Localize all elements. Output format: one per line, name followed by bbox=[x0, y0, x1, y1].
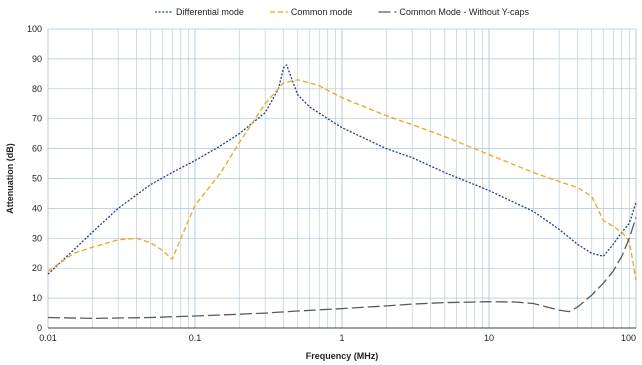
y-tick-label: 0 bbox=[37, 323, 42, 333]
legend-item-2: Common mode bbox=[269, 7, 353, 17]
y-tick-label: 50 bbox=[32, 174, 42, 184]
legend-item-3: Common Mode - Without Y-caps bbox=[378, 7, 529, 17]
y-tick-label: 10 bbox=[32, 293, 42, 303]
series-line-3 bbox=[47, 217, 637, 320]
y-axis-label: Attenuation (dB) bbox=[5, 143, 15, 213]
x-axis-label: Frequency (MHz) bbox=[306, 351, 379, 361]
y-tick-label: 30 bbox=[32, 233, 42, 243]
legend-label: Common mode bbox=[291, 7, 353, 17]
series-line-1 bbox=[47, 64, 637, 275]
x-tick-label: 100 bbox=[621, 333, 636, 343]
y-tick-label: 80 bbox=[32, 84, 42, 94]
legend-label: Differential mode bbox=[176, 7, 244, 17]
legend-label: Common Mode - Without Y-caps bbox=[399, 7, 529, 17]
tick-labels: 0 10 20 30 40 50 60 70 80 90 100 0.01 0.1 1 10 100 bbox=[27, 24, 636, 343]
legend-item-1: Differential mode bbox=[155, 7, 244, 17]
x-tick-label: 1 bbox=[339, 333, 344, 343]
y-tick-label: 90 bbox=[32, 54, 42, 64]
y-tick-label: 100 bbox=[27, 24, 42, 34]
legend: Differential mode Common mode Common Mode … bbox=[155, 7, 529, 17]
x-tick-label: 10 bbox=[484, 333, 494, 343]
grid bbox=[47, 28, 637, 329]
y-tick-label: 60 bbox=[32, 144, 42, 154]
x-tick-label: 0.01 bbox=[39, 333, 57, 343]
y-tick-label: 20 bbox=[32, 263, 42, 273]
series-layer bbox=[47, 64, 637, 320]
y-tick-label: 70 bbox=[32, 114, 42, 124]
x-tick-label: 0.1 bbox=[189, 333, 202, 343]
y-tick-label: 40 bbox=[32, 203, 42, 213]
